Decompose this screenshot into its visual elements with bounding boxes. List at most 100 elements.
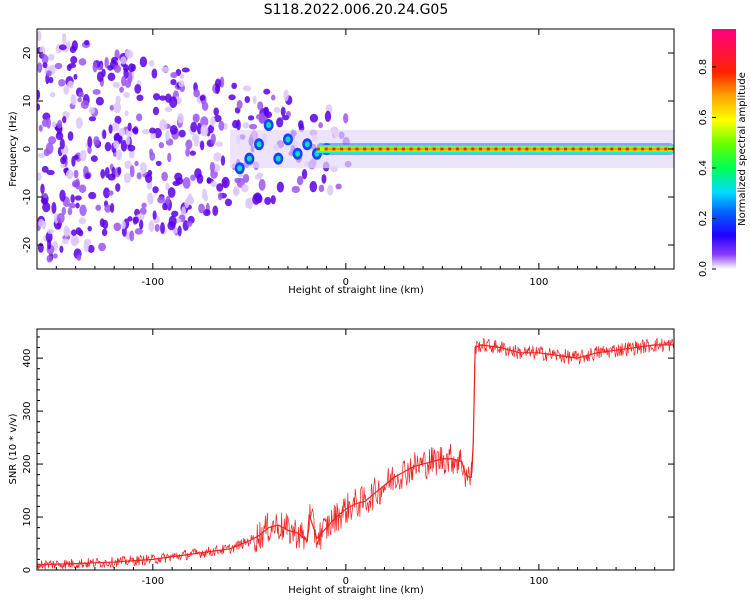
heatmap-noise-blob bbox=[103, 187, 111, 199]
signal-peak-mark bbox=[587, 147, 591, 151]
signal-peak-mark bbox=[401, 147, 405, 151]
heatmap-noise-blob bbox=[120, 56, 127, 65]
heatmap-noise-blob bbox=[60, 156, 67, 165]
heatmap-noise-blob bbox=[324, 110, 332, 123]
heatmap-noise-blob bbox=[271, 94, 276, 101]
heatmap-noise-blob bbox=[80, 100, 89, 109]
heatmap-noise-blob bbox=[147, 192, 154, 205]
heatmap-noise-blob bbox=[123, 172, 131, 184]
heatmap-noise-blob bbox=[193, 137, 199, 147]
heatmap-noise-blob bbox=[134, 83, 142, 94]
snr-y-tick-label: 100 bbox=[22, 507, 33, 526]
heatmap-noise-blob bbox=[212, 205, 219, 217]
heatmap-noise-blob bbox=[107, 173, 116, 181]
heatmap-noise-blob bbox=[132, 126, 139, 135]
heatmap-noise-blob bbox=[139, 207, 147, 216]
heatmap-noise-blob bbox=[127, 216, 133, 222]
heatmap-noise-blob bbox=[161, 171, 168, 182]
heatmap-noise-blob bbox=[169, 125, 178, 135]
heatmap-noise-blob bbox=[210, 180, 217, 188]
heatmap-noise-blob bbox=[109, 104, 115, 111]
heatmap-x-ticks: -100 0 100 bbox=[55, 29, 675, 288]
heatmap-noise-blob bbox=[96, 71, 104, 83]
heatmap-noise-blob bbox=[252, 95, 257, 105]
heatmap-noise-blob bbox=[45, 142, 54, 155]
heatmap-noise-blob bbox=[149, 127, 156, 134]
heatmap-noise-blob bbox=[75, 202, 80, 209]
heatmap-noise-blob bbox=[52, 253, 58, 259]
heatmap-noise-blob bbox=[87, 244, 95, 253]
signal-peak-mark bbox=[463, 147, 467, 151]
heatmap-noise-blob bbox=[245, 198, 250, 209]
signal-peak-mark bbox=[548, 147, 552, 151]
heatmap-noise-blob bbox=[177, 225, 182, 237]
heatmap-wiggle-core bbox=[285, 136, 291, 143]
heatmap-noise-blob bbox=[120, 139, 128, 152]
heatmap-noise-blob bbox=[283, 89, 289, 102]
snr-x-tick-label: -100 bbox=[141, 576, 164, 587]
heatmap-noise-blob bbox=[113, 102, 122, 114]
heatmap-noise-blob bbox=[256, 172, 264, 178]
heatmap-noise-blob bbox=[280, 106, 286, 117]
heatmap-noise-blob bbox=[48, 76, 54, 84]
heatmap-noise-blob bbox=[37, 172, 42, 181]
heatmap-noise-blob bbox=[142, 128, 150, 135]
heatmap-noise-blob bbox=[242, 85, 252, 92]
heatmap-noise-blob bbox=[61, 32, 67, 45]
signal-peak-mark bbox=[664, 147, 668, 151]
heatmap-noise-blob bbox=[59, 245, 64, 253]
heatmap-noise-blob bbox=[241, 184, 249, 193]
signal-peak-mark bbox=[594, 147, 598, 151]
heatmap-noise-blob bbox=[151, 68, 158, 79]
heatmap-noise-blob bbox=[51, 201, 57, 214]
heatmap-noise-blob bbox=[115, 183, 121, 192]
snr-plot-area bbox=[37, 329, 674, 570]
heatmap-noise-blob bbox=[71, 180, 80, 188]
heatmap-noise-blob bbox=[210, 116, 216, 127]
heatmap-noise-blob bbox=[210, 133, 216, 145]
heatmap-noise-blob bbox=[41, 193, 48, 199]
heatmap-noise-blob bbox=[62, 238, 69, 245]
heatmap-noise-blob bbox=[281, 114, 290, 121]
heatmap-noise-blob bbox=[182, 177, 191, 189]
heatmap-noise-blob bbox=[58, 79, 66, 87]
heatmap-noise-blob bbox=[73, 73, 78, 80]
heatmap-noise-blob bbox=[73, 154, 79, 160]
heatmap-noise-blob bbox=[129, 165, 135, 178]
signal-peak-mark bbox=[417, 147, 421, 151]
heatmap-noise-blob bbox=[177, 113, 184, 124]
heatmap-noise-blob bbox=[39, 46, 46, 55]
heatmap-noise-blob bbox=[88, 116, 97, 122]
heatmap-noise-blob bbox=[47, 228, 54, 234]
heatmap-noise-blob bbox=[165, 195, 171, 205]
heatmap-noise-blob bbox=[148, 220, 155, 233]
signal-peak-mark bbox=[471, 147, 475, 151]
colorbar-gradient bbox=[712, 29, 736, 269]
heatmap-noise-blob bbox=[160, 222, 165, 234]
signal-peak-mark bbox=[316, 147, 320, 151]
colorbar-tick-label: 0.4 bbox=[698, 160, 709, 176]
heatmap-noise-blob bbox=[167, 220, 176, 231]
signal-peak-mark bbox=[370, 147, 374, 151]
heatmap-noise-blob bbox=[73, 169, 79, 179]
signal-peak-mark bbox=[533, 147, 537, 151]
heatmap-noise-blob bbox=[63, 85, 70, 95]
snr-y-tick-label: 400 bbox=[22, 349, 33, 368]
heatmap-noise-blob bbox=[113, 140, 120, 149]
heatmap-noise-blob bbox=[200, 124, 209, 137]
heatmap-noise-blob bbox=[61, 206, 66, 216]
heatmap-noise-blob bbox=[69, 45, 77, 54]
heatmap-noise-blob bbox=[85, 173, 91, 180]
heatmap-noise-blob bbox=[242, 122, 250, 129]
signal-peak-mark bbox=[648, 147, 652, 151]
snr-x-ticks: -100 0 100 bbox=[55, 329, 675, 587]
heatmap-noise-blob bbox=[41, 118, 49, 128]
heatmap-noise-blob bbox=[93, 136, 100, 146]
heatmap-noise-blob bbox=[117, 166, 122, 175]
heatmap-noise-blob bbox=[75, 117, 83, 129]
colorbar-tick-label: 0.0 bbox=[698, 261, 709, 277]
colorbar-tick-label: 0.8 bbox=[698, 59, 709, 75]
heatmap-noise-blob bbox=[193, 89, 200, 98]
heatmap-y-ticks: -20 -10 0 10 20 bbox=[22, 47, 674, 253]
